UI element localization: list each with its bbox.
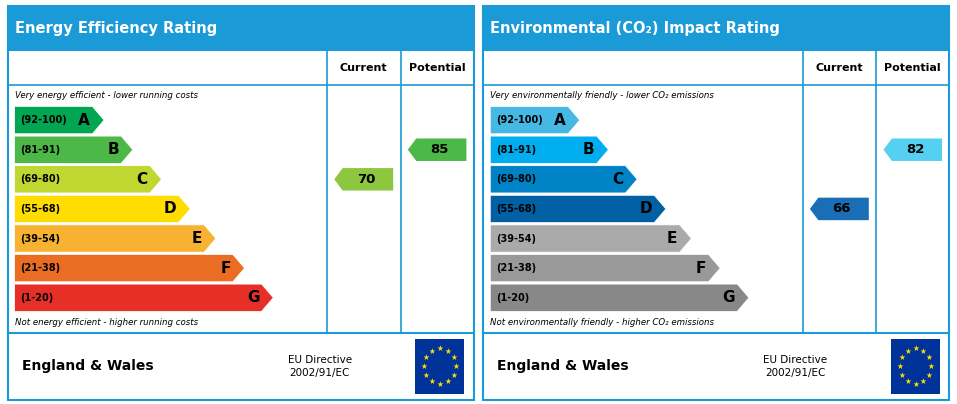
Text: F: F: [220, 261, 231, 276]
Text: ★: ★: [912, 379, 919, 389]
Polygon shape: [490, 225, 691, 252]
Text: ★: ★: [899, 353, 905, 362]
Text: ★: ★: [444, 377, 451, 386]
Polygon shape: [490, 255, 720, 282]
Text: (55-68): (55-68): [496, 204, 536, 214]
Text: A: A: [554, 113, 566, 128]
Polygon shape: [14, 166, 162, 193]
Text: EU Directive
2002/91/EC: EU Directive 2002/91/EC: [288, 355, 352, 378]
Text: (39-54): (39-54): [496, 234, 536, 244]
Text: Not energy efficient - higher running costs: Not energy efficient - higher running co…: [14, 318, 198, 327]
Text: (21-38): (21-38): [496, 263, 536, 273]
Text: (92-100): (92-100): [496, 115, 543, 125]
Text: (69-80): (69-80): [496, 174, 536, 184]
Text: ★: ★: [436, 379, 443, 389]
Text: G: G: [247, 290, 259, 305]
Text: ★: ★: [421, 362, 428, 371]
Polygon shape: [14, 195, 190, 223]
Text: Environmental (CO₂) Impact Rating: Environmental (CO₂) Impact Rating: [490, 21, 780, 36]
Polygon shape: [14, 225, 215, 252]
Text: G: G: [723, 290, 735, 305]
Text: (1-20): (1-20): [496, 293, 529, 303]
Text: C: C: [612, 172, 623, 187]
Text: D: D: [164, 202, 176, 217]
Text: Very energy efficient - lower running costs: Very energy efficient - lower running co…: [14, 90, 198, 99]
Text: B: B: [583, 142, 594, 157]
Text: Potential: Potential: [409, 63, 465, 73]
Text: ★: ★: [897, 362, 903, 371]
Text: Current: Current: [815, 63, 863, 73]
Text: EU Directive
2002/91/EC: EU Directive 2002/91/EC: [764, 355, 828, 378]
Text: ★: ★: [423, 353, 430, 362]
Text: (81-91): (81-91): [20, 145, 60, 155]
Polygon shape: [810, 198, 869, 220]
Text: (39-54): (39-54): [20, 234, 60, 244]
Text: E: E: [667, 231, 678, 246]
Bar: [483, 6, 949, 51]
Text: ★: ★: [423, 371, 430, 380]
Text: ★: ★: [452, 362, 459, 371]
Text: D: D: [639, 202, 652, 217]
Polygon shape: [490, 166, 637, 193]
Polygon shape: [408, 139, 466, 161]
Polygon shape: [14, 107, 104, 134]
Polygon shape: [490, 284, 749, 311]
Text: (1-20): (1-20): [20, 293, 54, 303]
Bar: [891, 339, 940, 394]
Text: F: F: [696, 261, 706, 276]
Polygon shape: [14, 284, 274, 311]
Text: B: B: [107, 142, 119, 157]
Text: ★: ★: [899, 371, 905, 380]
Text: ★: ★: [450, 353, 456, 362]
Text: Potential: Potential: [884, 63, 941, 73]
Text: ★: ★: [925, 371, 932, 380]
Text: A: A: [78, 113, 90, 128]
Polygon shape: [490, 195, 666, 223]
Text: 66: 66: [833, 202, 851, 215]
Text: ★: ★: [904, 347, 911, 356]
Text: Not environmentally friendly - higher CO₂ emissions: Not environmentally friendly - higher CO…: [490, 318, 714, 327]
Bar: [8, 6, 474, 51]
Text: E: E: [191, 231, 202, 246]
Text: ★: ★: [912, 344, 919, 354]
Text: (21-38): (21-38): [20, 263, 60, 273]
Polygon shape: [14, 136, 133, 163]
Text: ★: ★: [450, 371, 456, 380]
Text: ★: ★: [436, 344, 443, 354]
Text: Energy Efficiency Rating: Energy Efficiency Rating: [14, 21, 217, 36]
Text: England & Wales: England & Wales: [498, 360, 629, 373]
Text: (92-100): (92-100): [20, 115, 67, 125]
Text: England & Wales: England & Wales: [22, 360, 153, 373]
Text: (55-68): (55-68): [20, 204, 60, 214]
Text: 85: 85: [431, 143, 449, 156]
Bar: [415, 339, 464, 394]
Text: Current: Current: [340, 63, 388, 73]
Polygon shape: [14, 255, 244, 282]
Text: ★: ★: [927, 362, 935, 371]
Text: ★: ★: [920, 347, 926, 356]
Text: C: C: [137, 172, 147, 187]
Text: ★: ★: [444, 347, 451, 356]
Text: ★: ★: [904, 377, 911, 386]
Text: ★: ★: [429, 377, 435, 386]
Polygon shape: [883, 139, 942, 161]
Text: ★: ★: [920, 377, 926, 386]
Text: (81-91): (81-91): [496, 145, 536, 155]
Text: 82: 82: [906, 143, 924, 156]
Polygon shape: [490, 107, 580, 134]
Text: ★: ★: [925, 353, 932, 362]
Text: 70: 70: [357, 173, 375, 186]
Polygon shape: [490, 136, 609, 163]
Text: ★: ★: [429, 347, 435, 356]
Text: Very environmentally friendly - lower CO₂ emissions: Very environmentally friendly - lower CO…: [490, 90, 714, 99]
Text: (69-80): (69-80): [20, 174, 60, 184]
Polygon shape: [334, 168, 393, 191]
